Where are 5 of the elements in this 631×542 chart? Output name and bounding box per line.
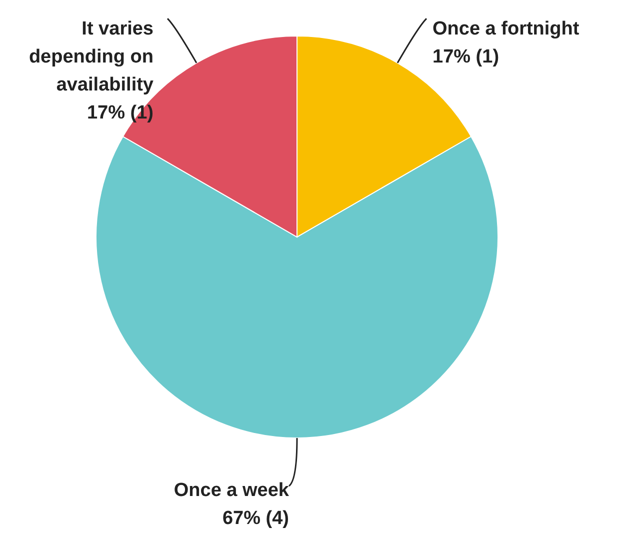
slice-label: Once a week xyxy=(174,480,290,501)
slice-label: It varies depending on availability xyxy=(28,18,154,96)
data-label: 67% (4) xyxy=(222,508,289,529)
data-label: 17% (1) xyxy=(432,46,500,68)
slice-label: Once a fortnight xyxy=(432,18,580,40)
